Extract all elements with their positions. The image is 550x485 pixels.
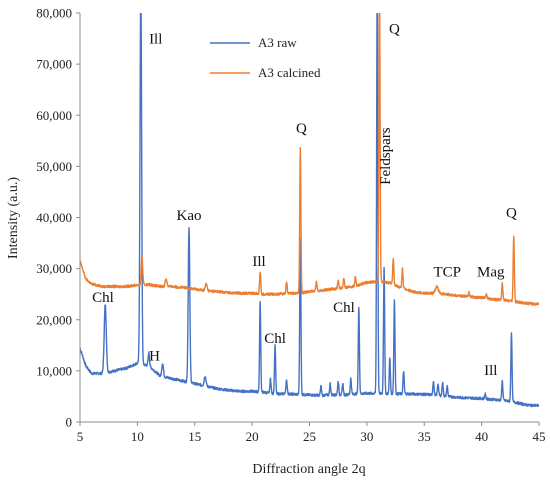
y-tick-label: 0	[66, 415, 73, 430]
peak-annotation: Q	[389, 21, 400, 37]
y-tick-label: 30,000	[36, 261, 72, 276]
series-layer	[80, 13, 539, 408]
peak-annotation: TCP	[433, 264, 461, 280]
x-tick-label: 25	[303, 429, 316, 444]
peak-annotation: Mag	[477, 264, 505, 280]
legend-label-calcined: A3 calcined	[258, 65, 321, 80]
peak-annotation: H	[149, 349, 160, 365]
peak-annotation: Kao	[177, 208, 202, 224]
x-tick-label: 20	[246, 429, 259, 444]
peak-annotation: Chl	[92, 290, 114, 306]
legend-label-raw: A3 raw	[258, 35, 297, 50]
x-tick-label: 5	[77, 429, 84, 444]
peak-annotation: Chl	[333, 300, 355, 316]
x-tick-label: 30	[360, 429, 373, 444]
x-tick-label: 40	[475, 429, 488, 444]
y-axis-title: Intensity (a.u.)	[6, 177, 21, 259]
series-line-a3-raw	[80, 13, 539, 408]
y-tick-label: 60,000	[36, 108, 72, 123]
x-axis-title: Diffraction angle 2q	[252, 462, 365, 477]
y-tick-label: 70,000	[36, 57, 72, 72]
peak-annotation: Ill	[252, 254, 265, 270]
peak-annotation: Ill	[484, 363, 497, 379]
annotation-layer: Ill Q Q Kao Ill Chl H Chl Chl TCP Mag Q Ill Feldspars	[92, 21, 517, 379]
peak-annotation: Ill	[149, 32, 162, 48]
series-line-a3-calcined	[80, 13, 539, 306]
y-tick-label: 20,000	[36, 312, 72, 327]
x-tick-label: 35	[418, 429, 431, 444]
legend: A3 raw A3 calcined	[210, 35, 321, 80]
y-tick-label: 80,000	[36, 6, 72, 21]
peak-annotation: Chl	[264, 331, 286, 347]
y-tick-label: 40,000	[36, 210, 72, 225]
y-tick-label: 50,000	[36, 159, 72, 174]
axes-layer: 5 10 15 20 25 30 35 40 45 0 10,000 20,000 30,000 40,0…	[36, 6, 545, 445]
peak-annotation: Q	[296, 121, 307, 137]
peak-annotation: Feldspars	[378, 127, 394, 185]
x-tick-label: 10	[131, 429, 144, 444]
x-tick-label: 15	[188, 429, 201, 444]
y-tick-label: 10,000	[36, 363, 72, 378]
x-tick-label: 45	[533, 429, 546, 444]
peak-annotation: Q	[506, 206, 517, 222]
